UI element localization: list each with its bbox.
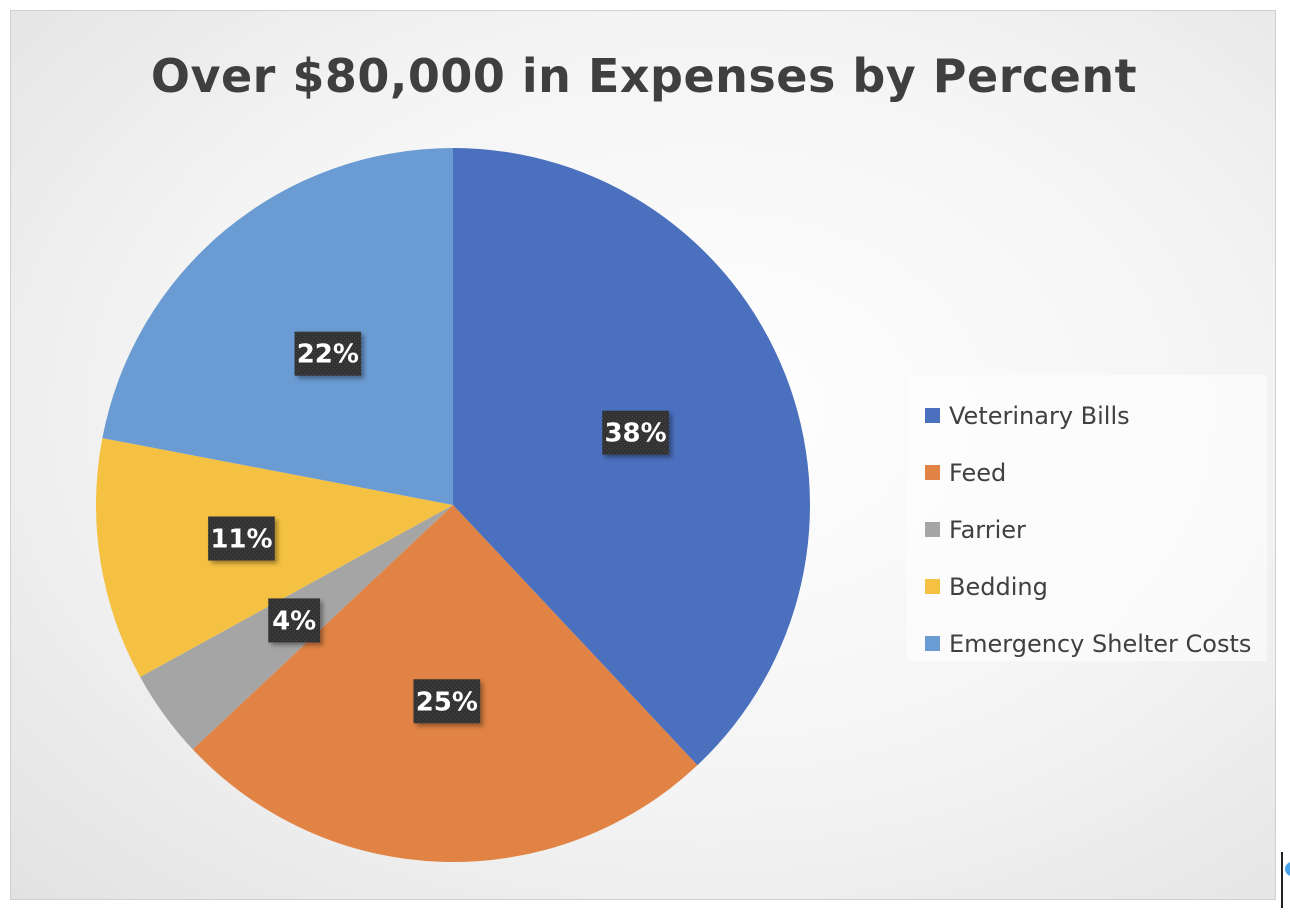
legend-item-farrier: Farrier <box>907 501 1267 558</box>
legend: Veterinary Bills Feed Farrier Bedding Em… <box>907 375 1267 661</box>
legend-label: Bedding <box>949 572 1048 601</box>
pie-data-labels: 38% 25% 4% 11% 22% <box>208 331 669 724</box>
legend-swatch <box>925 408 940 423</box>
data-label-veterinary-bills: 38% <box>602 410 669 455</box>
data-label-box <box>413 679 481 724</box>
legend-swatch <box>925 636 940 651</box>
data-label-text: 4% <box>272 606 316 636</box>
pie-slice-emergency-shelter-costs <box>102 148 453 505</box>
data-label-feed: 25% <box>413 679 481 724</box>
legend-label: Veterinary Bills <box>949 401 1130 430</box>
data-label-farrier: 4% <box>268 598 321 643</box>
data-label-text: 25% <box>416 687 478 717</box>
pie-slice-veterinary-bills <box>453 148 811 766</box>
legend-swatch <box>925 579 940 594</box>
pie-slices <box>95 148 811 862</box>
legend-swatch <box>925 522 940 537</box>
legend-item-bedding: Bedding <box>907 558 1267 615</box>
data-label-box <box>268 598 321 643</box>
data-label-text: 22% <box>297 340 359 370</box>
legend-label: Farrier <box>949 515 1026 544</box>
data-label-box <box>208 516 275 561</box>
chart-title: Over $80,000 in Expenses by Percent <box>150 49 1138 103</box>
edge-indicator <box>1285 862 1290 876</box>
data-label-box <box>602 410 669 455</box>
legend-item-feed: Feed <box>907 444 1267 501</box>
legend-label: Feed <box>949 458 1007 487</box>
legend-label: Emergency Shelter Costs <box>949 629 1252 658</box>
legend-item-veterinary-bills: Veterinary Bills <box>907 387 1267 444</box>
data-label-emergency-shelter-costs: 22% <box>294 331 362 376</box>
data-label-box <box>294 331 362 376</box>
data-label-text: 38% <box>604 419 666 449</box>
edge-divider <box>1281 852 1283 908</box>
legend-swatch <box>925 465 940 480</box>
data-label-bedding: 11% <box>208 516 275 561</box>
data-label-text: 11% <box>210 525 272 555</box>
legend-item-emergency-shelter-costs: Emergency Shelter Costs <box>907 615 1267 672</box>
